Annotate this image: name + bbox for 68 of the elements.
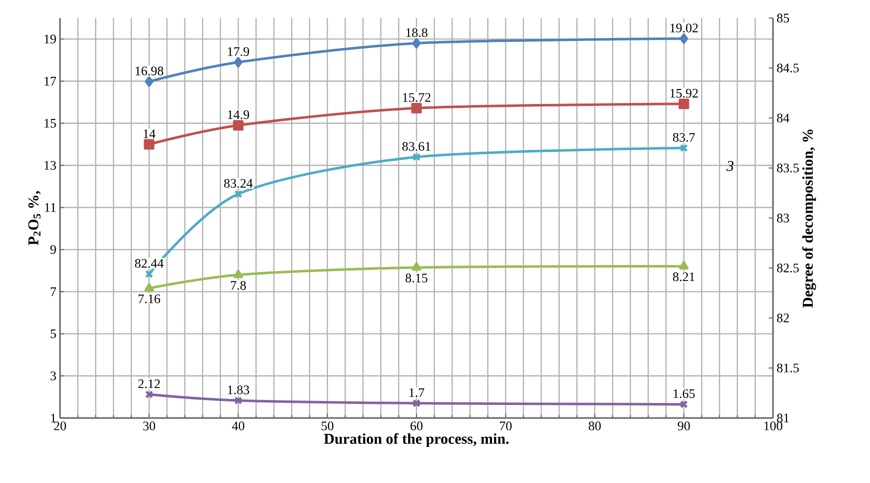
y-tick-label: 7 [50, 287, 56, 296]
point [144, 139, 154, 150]
y2-tick-label: 83.5 [777, 164, 799, 172]
data-label: 83.7 [673, 132, 695, 142]
data-label: 7.8 [230, 281, 246, 290]
data-label: 19.02 [670, 24, 698, 32]
y-tick-label: 9 [50, 245, 56, 254]
x-tick-label: 30 [143, 422, 156, 430]
y-tick-label: 3 [50, 372, 56, 380]
y2-tick-label: 82 [777, 314, 789, 322]
data-label: 1.65 [674, 389, 695, 398]
data-label: 14.9 [228, 110, 250, 120]
point [144, 76, 154, 87]
y2-tick-label: 85 [777, 14, 790, 22]
annotation: 3 [726, 160, 734, 172]
y-tick-label: 15 [44, 118, 56, 128]
point [412, 152, 421, 162]
data-label: 18.8 [406, 28, 428, 38]
data-label: 1.83 [228, 386, 250, 394]
x-axis-title: Duration of the process, min. [324, 433, 509, 447]
y-tick-label: 19 [44, 34, 56, 44]
data-label: 83.61 [402, 142, 430, 151]
data-label: 8.21 [672, 272, 694, 282]
x-tick-label: 100 [764, 422, 782, 430]
point [411, 102, 422, 114]
data-label: 17.9 [228, 47, 250, 56]
x-tick-label: 20 [54, 422, 66, 430]
y2-tick-label: 81 [777, 414, 789, 422]
point [234, 396, 242, 405]
y-tick-label: 5 [50, 329, 56, 338]
point [144, 283, 154, 292]
point [412, 38, 421, 49]
y2-tick-label: 84 [777, 114, 790, 122]
x-tick-label: 90 [678, 422, 690, 430]
data-label: 82.44 [135, 258, 164, 268]
point [412, 399, 421, 408]
point [679, 260, 689, 270]
point [234, 56, 242, 68]
point [412, 262, 422, 271]
x-tick-label: 80 [588, 422, 601, 430]
y2-axis-title: Degree of decomposition, % [802, 130, 816, 308]
x-tick-label: 40 [232, 422, 244, 430]
data-label: 83.24 [224, 178, 253, 188]
x-tick-label: 50 [322, 422, 334, 430]
point [678, 98, 690, 110]
data-label: 8.15 [406, 274, 428, 283]
y-tick-label: 13 [44, 161, 56, 170]
data-label: 16.98 [136, 66, 164, 76]
x-tick-label: 70 [500, 422, 512, 430]
point [234, 270, 243, 278]
data-label: 1.7 [410, 388, 424, 398]
y2-tick-label: 83 [777, 214, 790, 222]
y-tick-label: 17 [44, 76, 56, 86]
y2-tick-label: 84.5 [777, 64, 799, 72]
data-label: 15.72 [403, 93, 430, 102]
point [234, 190, 242, 198]
data-label: 15.92 [670, 88, 698, 98]
point [233, 120, 244, 131]
y2-tick-label: 81.5 [777, 364, 799, 372]
y2-tick-label: 82.5 [777, 264, 799, 272]
data-label: 14 [144, 130, 156, 138]
x-tick-label: 60 [410, 422, 423, 430]
data-label: 2.12 [138, 379, 160, 388]
point [680, 33, 688, 44]
y-axis-title: P$_{2}$O$_{5}$ %, [28, 191, 41, 246]
y-tick-label: 11 [45, 203, 56, 212]
data-label: 7.16 [138, 294, 160, 304]
y-tick-label: 1 [51, 414, 56, 422]
